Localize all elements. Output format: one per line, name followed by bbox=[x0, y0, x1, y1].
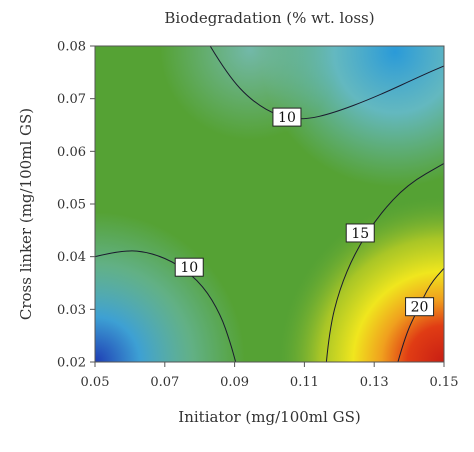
heatmap-hot-corner bbox=[95, 46, 444, 362]
y-tick-label: 0.02 bbox=[57, 356, 86, 371]
x-tick-label: 0.09 bbox=[220, 375, 249, 390]
heatmap-fill bbox=[95, 46, 444, 362]
x-tick-label: 0.15 bbox=[430, 375, 459, 390]
svg-text:20: 20 bbox=[411, 300, 429, 316]
svg-text:10: 10 bbox=[180, 260, 198, 276]
x-tick-label: 0.11 bbox=[290, 375, 319, 390]
y-tick-label: 0.05 bbox=[57, 198, 86, 213]
contour-label-20-3: 20 bbox=[405, 297, 435, 317]
y-axis-ticks: 0.02 0.03 0.04 0.05 0.06 0.07 0.08 bbox=[57, 40, 95, 371]
y-tick-label: 0.06 bbox=[57, 145, 86, 160]
y-tick-label: 0.03 bbox=[57, 303, 86, 318]
contour-line-15-2 bbox=[325, 163, 444, 362]
y-tick-label: 0.04 bbox=[57, 250, 86, 265]
svg-text:15: 15 bbox=[351, 226, 369, 242]
y-tick-label: 0.07 bbox=[57, 92, 86, 107]
x-axis-label: Initiator (mg/100ml GS) bbox=[178, 408, 361, 426]
y-tick-label: 0.08 bbox=[57, 40, 86, 55]
svg-text:10: 10 bbox=[278, 110, 296, 126]
contour-line-10-0 bbox=[209, 46, 444, 120]
x-tick-label: 0.07 bbox=[150, 375, 179, 390]
contour-label-10-1: 10 bbox=[174, 257, 204, 277]
x-axis-ticks: 0.05 0.07 0.09 0.11 0.13 0.15 bbox=[81, 362, 459, 390]
contour-labels: 10 10 15 20 bbox=[174, 107, 435, 317]
x-tick-label: 0.05 bbox=[81, 375, 110, 390]
x-tick-label: 0.13 bbox=[360, 375, 389, 390]
contour-label-15-2: 15 bbox=[345, 223, 375, 243]
y-axis-label: Cross linker (mg/100ml GS) bbox=[17, 107, 35, 321]
contour-label-10-0: 10 bbox=[272, 107, 302, 127]
chart-title: Biodegradation (% wt. loss) bbox=[164, 9, 375, 27]
